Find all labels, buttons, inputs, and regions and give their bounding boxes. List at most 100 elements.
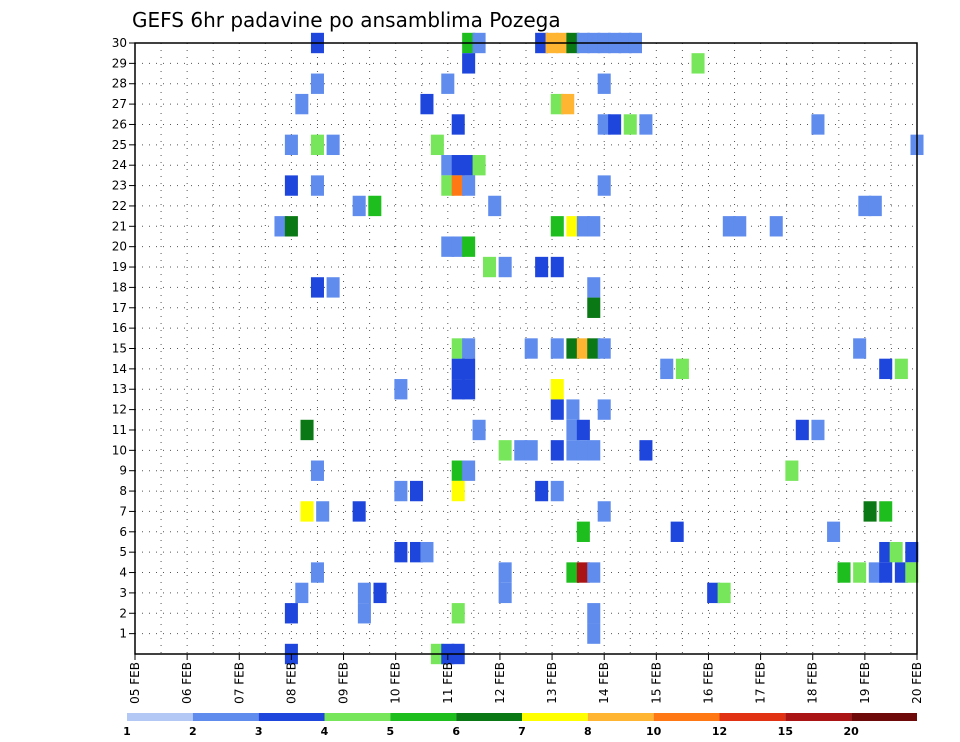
heatmap-cell [561,93,575,115]
heatmap-cell [566,399,580,420]
colorbar-label: 8 [584,725,592,738]
heatmap-cell [675,358,689,380]
x-tick-label: 06 FEB [180,662,194,704]
y-tick-label: 24 [112,158,127,172]
heatmap-cell [587,562,601,583]
heatmap-cell [310,460,324,481]
y-tick-label: 2 [119,606,127,620]
y-tick-label: 20 [112,240,127,254]
colorbar-segment [719,713,786,721]
heatmap-cell [524,440,538,461]
heatmap-cell [769,216,783,237]
heatmap-cell [451,338,465,359]
heatmap-cell [462,236,476,257]
heatmap-cell [550,440,564,461]
heatmap-cell [550,338,564,359]
heatmap-cell [868,562,882,583]
heatmap-cell [498,256,512,278]
heatmap-cell [733,216,747,237]
y-tick-label: 3 [119,586,127,600]
heatmap-cell [597,399,611,420]
heatmap-cell [310,175,324,196]
colorbar-segment [456,713,522,721]
heatmap-cell [905,541,919,563]
heatmap-cell [879,358,893,380]
y-tick-label: 5 [119,545,127,559]
heatmap-cell [326,134,340,156]
y-tick-label: 23 [112,179,127,193]
heatmap-cell [410,480,424,502]
y-tick-label: 28 [112,77,127,91]
heatmap-cell [352,195,366,217]
x-tick-label: 08 FEB [284,662,298,704]
heatmap-cell [785,460,799,481]
heatmap-cell [451,603,465,624]
heatmap-cell [310,562,324,583]
heatmap-cell [587,603,601,624]
heatmap-cell [295,93,309,115]
colorbar-label: 20 [844,725,860,738]
x-tick-label: 15 FEB [649,662,663,704]
heatmap-cell [905,562,919,583]
heatmap-cell [451,460,465,481]
heatmap-cell [889,541,903,563]
heatmap-cell [550,216,564,237]
y-tick-label: 15 [112,342,127,356]
heatmap-cell [462,358,476,380]
x-tick-label: 09 FEB [337,662,351,704]
heatmap-cell [316,501,330,522]
heatmap-cell [357,582,371,604]
heatmap-cell [462,460,476,481]
y-tick-label: 22 [112,199,127,213]
y-tick-label: 21 [112,219,127,233]
heatmap-cell [660,358,674,380]
y-axis-ticks: 1234567891011121314151617181920212223242… [112,36,135,641]
heatmap-cell [639,440,653,461]
heatmap-cell [597,501,611,522]
x-tick-label: 12 FEB [493,662,507,704]
x-tick-label: 20 FEB [910,662,924,704]
heatmap-cell [597,73,611,94]
heatmap-cell [587,297,601,318]
heatmap-cell [462,379,476,400]
y-tick-label: 7 [119,504,127,518]
heatmap-cell [535,256,549,278]
heatmap-cell [811,114,825,135]
y-tick-label: 30 [112,36,127,50]
heatmap-cell [394,480,408,502]
heatmap-cell [587,216,601,237]
y-tick-label: 17 [112,301,127,315]
colorbar-label: 1 [123,725,131,738]
colorbar-label: 12 [712,725,727,738]
colorbar-segment [587,713,654,721]
colorbar-segment [522,713,588,721]
heatmap-cell [420,93,434,115]
heatmap-cell [623,114,637,135]
heatmap-cell [451,155,465,176]
x-tick-label: 07 FEB [232,662,246,704]
colorbar-segment [785,713,852,721]
heatmap-cell [284,134,298,156]
heatmap-cell [597,114,611,135]
heatmap-cell [597,175,611,196]
heatmap-cell [879,562,893,583]
y-tick-label: 14 [112,362,127,376]
x-tick-label: 19 FEB [858,662,872,704]
y-tick-label: 6 [119,525,127,539]
heatmap-cell [300,419,314,441]
heatmap-cell [707,582,721,604]
heatmap-cell [488,195,502,217]
y-tick-label: 13 [112,382,127,396]
y-tick-label: 10 [112,443,127,457]
heatmap-cells [274,32,924,665]
y-tick-label: 18 [112,280,127,294]
heatmap-cell [722,216,736,237]
colorbar-segment [258,713,325,721]
heatmap-cell [863,501,877,522]
heatmap-cell [868,195,882,217]
y-tick-label: 4 [119,566,127,580]
heatmap-cell [566,440,580,461]
heatmap-cell [827,521,841,542]
y-tick-label: 8 [119,484,127,498]
x-tick-label: 10 FEB [389,662,403,704]
